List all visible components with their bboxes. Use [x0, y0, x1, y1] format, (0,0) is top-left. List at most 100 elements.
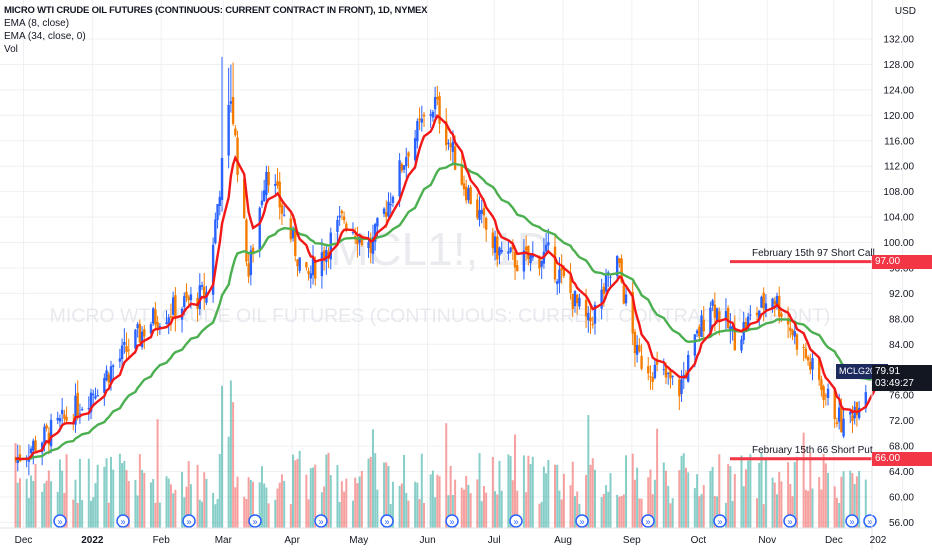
candle-body [811, 358, 814, 370]
volume-bar [27, 497, 30, 528]
volume-bar [141, 469, 144, 528]
volume-bar [638, 498, 641, 528]
candle-body [34, 440, 37, 451]
volume-bar [327, 452, 330, 528]
volume-bar [522, 455, 525, 528]
volume-bar [50, 481, 53, 528]
candle-body [498, 247, 501, 256]
candle-body [509, 247, 512, 253]
volume-bar [43, 483, 46, 528]
volume-bar [462, 489, 465, 528]
candle-body [726, 308, 730, 328]
volume-bar [636, 467, 639, 528]
legend-volume[interactable]: Vol [4, 44, 18, 55]
volume-bar [554, 464, 556, 528]
volume-bar [756, 498, 759, 528]
candle-body [664, 365, 668, 378]
candle-body [602, 286, 606, 295]
volume-bar [112, 469, 115, 528]
volume-bar [374, 453, 377, 528]
candle-body [49, 419, 53, 447]
candle-body [709, 307, 712, 334]
time-tick-label: Dec [15, 535, 33, 546]
volume-bar [514, 434, 517, 528]
candle-body [342, 216, 346, 221]
volume-bar [234, 487, 237, 528]
volume-bar [758, 463, 761, 528]
annotation-label-short-call[interactable]: February 15th 97 Short Call [752, 247, 875, 259]
candle-body [187, 296, 190, 301]
candle-body [320, 252, 324, 277]
candle-body [718, 311, 721, 323]
legend-ema-fast[interactable]: EMA (8, close) [4, 18, 70, 29]
candle-body [469, 187, 472, 205]
candle-body [609, 276, 612, 278]
volume-bar [542, 466, 545, 528]
candle-body [63, 414, 66, 419]
price-tick-label: 112.00 [884, 162, 914, 173]
candle-body [56, 417, 59, 421]
event-icon-glyph: » [579, 517, 584, 527]
annotation-lines [730, 260, 872, 461]
candle-body [571, 293, 574, 310]
volume-bar [833, 486, 836, 528]
candle-body [18, 454, 22, 462]
candle-body [360, 235, 364, 246]
candle-body [755, 312, 759, 316]
candle-body [76, 392, 79, 417]
candle-body [604, 274, 608, 292]
volume-bar [556, 464, 559, 528]
candle-body [857, 407, 861, 419]
volume-bar [356, 483, 359, 528]
candle-body [620, 258, 623, 283]
candle-body [786, 318, 790, 325]
candle-body [453, 146, 457, 170]
volume-bar [174, 489, 177, 528]
candle-body [282, 214, 286, 216]
volume-bar [802, 432, 805, 528]
candle-body [540, 260, 543, 267]
price-tick-label: 120.00 [883, 111, 914, 122]
volume-bar [718, 454, 721, 528]
price-tick-label: 88.00 [889, 314, 914, 325]
annotation-label-short-put[interactable]: February 15th 66 Short Put [752, 444, 873, 456]
legend-ema-slow[interactable]: EMA (34, close, 0) [4, 31, 86, 42]
event-icon [248, 514, 262, 528]
candle-body [438, 96, 441, 124]
volume-bar [640, 498, 643, 528]
volume-bar [216, 499, 219, 528]
volume-bar [511, 480, 514, 528]
volume-bar [181, 471, 184, 528]
candle-body [120, 345, 124, 360]
candle-body [345, 223, 348, 229]
volume-bar [480, 501, 483, 528]
candle-body [640, 355, 643, 369]
volume-bar [90, 500, 93, 528]
candle-body [758, 310, 761, 320]
candle-body [633, 331, 637, 354]
candle-body [711, 300, 714, 306]
candle-body [189, 294, 193, 301]
volume-bar [618, 496, 621, 528]
volume-bar [744, 469, 747, 528]
candle-body [687, 354, 690, 382]
volume-bar [289, 504, 292, 528]
volume-bar [609, 473, 612, 528]
candle-body [500, 250, 503, 253]
volume-bar [387, 465, 390, 528]
chart-legend: MICRO WTI CRUDE OIL FUTURES (CONTINUOUS:… [4, 4, 428, 56]
candle-body [65, 416, 68, 421]
candle-body [151, 308, 155, 324]
candle-body [624, 294, 628, 304]
volume-bar [665, 470, 667, 528]
volume-bar [345, 478, 348, 528]
volume-bar [791, 496, 794, 528]
volume-bar [702, 485, 705, 528]
volume-bar [716, 496, 719, 528]
volume-bar [431, 470, 434, 528]
candle-body [203, 286, 206, 299]
candle-body [587, 312, 590, 321]
volume-bar [167, 478, 170, 528]
